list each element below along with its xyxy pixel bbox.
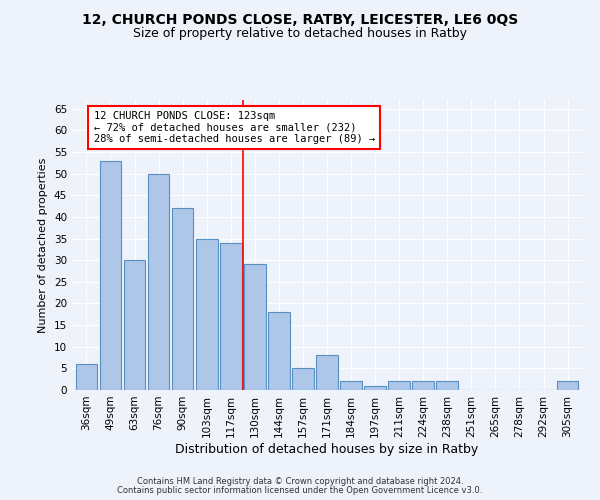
Bar xyxy=(412,382,434,390)
Text: Contains HM Land Registry data © Crown copyright and database right 2024.: Contains HM Land Registry data © Crown c… xyxy=(137,478,463,486)
Y-axis label: Number of detached properties: Number of detached properties xyxy=(38,158,49,332)
Bar xyxy=(557,382,578,390)
Bar xyxy=(340,382,362,390)
Bar xyxy=(76,364,97,390)
Text: 12 CHURCH PONDS CLOSE: 123sqm
← 72% of detached houses are smaller (232)
28% of : 12 CHURCH PONDS CLOSE: 123sqm ← 72% of d… xyxy=(94,111,375,144)
Bar xyxy=(316,356,338,390)
Bar xyxy=(100,160,121,390)
Bar xyxy=(148,174,169,390)
Bar xyxy=(172,208,193,390)
Text: 12, CHURCH PONDS CLOSE, RATBY, LEICESTER, LE6 0QS: 12, CHURCH PONDS CLOSE, RATBY, LEICESTER… xyxy=(82,12,518,26)
Bar xyxy=(364,386,386,390)
Bar xyxy=(244,264,266,390)
Bar xyxy=(220,243,242,390)
Bar xyxy=(268,312,290,390)
X-axis label: Distribution of detached houses by size in Ratby: Distribution of detached houses by size … xyxy=(175,442,479,456)
Bar xyxy=(292,368,314,390)
Text: Contains public sector information licensed under the Open Government Licence v3: Contains public sector information licen… xyxy=(118,486,482,495)
Bar xyxy=(388,382,410,390)
Bar xyxy=(124,260,145,390)
Bar xyxy=(436,382,458,390)
Bar xyxy=(196,238,218,390)
Text: Size of property relative to detached houses in Ratby: Size of property relative to detached ho… xyxy=(133,28,467,40)
